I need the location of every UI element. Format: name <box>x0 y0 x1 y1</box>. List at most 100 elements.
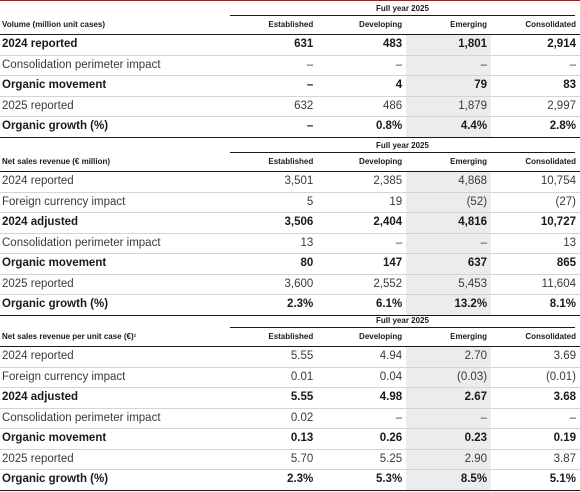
cell: 0.02 <box>232 408 318 429</box>
table-row: 2024 reported 5.55 4.94 2.70 3.69 <box>0 346 580 368</box>
cell: 0.23 <box>406 428 492 450</box>
cell: – <box>232 55 318 76</box>
table-row: 2025 reported 3,600 2,552 5,453 11,604 <box>0 274 580 295</box>
cell: 4.98 <box>317 387 407 409</box>
volume-table: Volume (million unit cases) Established … <box>0 16 580 138</box>
cell: 3,506 <box>232 212 318 234</box>
cell: – <box>317 233 407 254</box>
table-row: Consolidation perimeter impact 13 – – 13 <box>0 233 580 254</box>
cell: 2,914 <box>491 34 580 56</box>
row-label: Foreign currency impact <box>0 367 233 388</box>
top-accent-line <box>0 0 580 1</box>
cell: – <box>317 408 407 429</box>
cell: 0.01 <box>232 367 318 388</box>
row-label: 2024 reported <box>0 171 233 193</box>
cell: 4.4% <box>406 116 492 138</box>
period-underline <box>230 15 575 16</box>
col-emerging: Emerging <box>406 153 492 172</box>
cell: – <box>406 233 492 254</box>
col-established: Established <box>232 328 318 347</box>
cell: 0.19 <box>491 428 580 450</box>
cell: 0.8% <box>317 116 407 138</box>
cell: 637 <box>406 253 492 275</box>
cell: – <box>491 408 580 429</box>
cell: 865 <box>491 253 580 275</box>
table-row: 2024 reported 631 483 1,801 2,914 <box>0 34 580 56</box>
table-row: Organic growth (%) 2.3% 6.1% 13.2% 8.1% <box>0 294 580 316</box>
row-label: Consolidation perimeter impact <box>0 233 233 254</box>
cell: 147 <box>317 253 407 275</box>
revenue-table-block: Full year 2025 Net sales revenue (€ mill… <box>0 139 580 316</box>
cell: 3,600 <box>232 274 318 295</box>
table-row: Consolidation perimeter impact – – – – <box>0 55 580 76</box>
cell: 5,453 <box>406 274 492 295</box>
cell: (0.01) <box>491 367 580 388</box>
cell: (52) <box>406 192 492 213</box>
cell: 80 <box>232 253 318 275</box>
table-row: Organic movement – 4 79 83 <box>0 75 580 97</box>
cell: 8.5% <box>406 469 492 491</box>
cell: 13 <box>232 233 318 254</box>
cell: 6.1% <box>317 294 407 316</box>
cell: 4.94 <box>317 346 407 368</box>
cell: 8.1% <box>491 294 580 316</box>
cell: 0.13 <box>232 428 318 450</box>
period-underline <box>230 327 575 328</box>
cell: – <box>406 55 492 76</box>
row-label: 2025 reported <box>0 96 233 117</box>
period-header: Full year 2025 <box>0 2 580 16</box>
cell: 4,868 <box>406 171 492 193</box>
cell: 2.67 <box>406 387 492 409</box>
cell: 0.26 <box>317 428 407 450</box>
cell: 19 <box>317 192 407 213</box>
cell: 13 <box>491 233 580 254</box>
cell: 1,879 <box>406 96 492 117</box>
table-row: 2024 adjusted 3,506 2,404 4,816 10,727 <box>0 212 580 234</box>
cell: – <box>406 408 492 429</box>
cell: 5.3% <box>317 469 407 491</box>
cell: 10,754 <box>491 171 580 193</box>
table-row: Foreign currency impact 0.01 0.04 (0.03)… <box>0 367 580 388</box>
table-row: Organic movement 80 147 637 865 <box>0 253 580 275</box>
row-label: 2025 reported <box>0 449 233 470</box>
table-row: 2024 reported 3,501 2,385 4,868 10,754 <box>0 171 580 193</box>
cell: 2.70 <box>406 346 492 368</box>
cell: 0.04 <box>317 367 407 388</box>
col-developing: Developing <box>317 328 407 347</box>
table-row: Organic growth (%) 2.3% 5.3% 8.5% 5.1% <box>0 469 580 491</box>
cell: (0.03) <box>406 367 492 388</box>
table-title: Net sales revenue per unit case (€)¹ <box>0 328 233 347</box>
cell: 5.70 <box>232 449 318 470</box>
cell: 632 <box>232 96 318 117</box>
row-label: Organic growth (%) <box>0 294 233 316</box>
table-row: 2025 reported 5.70 5.25 2.90 3.87 <box>0 449 580 470</box>
cell: 631 <box>232 34 318 56</box>
cell: 486 <box>317 96 407 117</box>
row-label: Organic movement <box>0 428 233 450</box>
period-label: Full year 2025 <box>376 141 429 150</box>
row-label: 2024 reported <box>0 346 233 368</box>
revenue-per-case-table-block: Full year 2025 Net sales revenue per uni… <box>0 314 580 491</box>
cell: 11,604 <box>491 274 580 295</box>
col-developing: Developing <box>317 153 407 172</box>
period-label: Full year 2025 <box>376 4 429 13</box>
period-underline <box>230 152 575 153</box>
cell: 5 <box>232 192 318 213</box>
header-row: Volume (million unit cases) Established … <box>0 16 580 35</box>
row-label: Organic growth (%) <box>0 469 233 491</box>
cell: 79 <box>406 75 492 97</box>
row-label: Foreign currency impact <box>0 192 233 213</box>
cell: 1,801 <box>406 34 492 56</box>
header-row: Net sales revenue (€ million) Establishe… <box>0 153 580 172</box>
table-row: 2024 adjusted 5.55 4.98 2.67 3.68 <box>0 387 580 409</box>
col-emerging: Emerging <box>406 328 492 347</box>
cell: 483 <box>317 34 407 56</box>
cell: 3.87 <box>491 449 580 470</box>
table-row: Consolidation perimeter impact 0.02 – – … <box>0 408 580 429</box>
revenue-table: Net sales revenue (€ million) Establishe… <box>0 153 580 316</box>
header-row: Net sales revenue per unit case (€)¹ Est… <box>0 328 580 347</box>
cell: 10,727 <box>491 212 580 234</box>
row-label: 2025 reported <box>0 274 233 295</box>
row-label: Consolidation perimeter impact <box>0 408 233 429</box>
row-label: 2024 adjusted <box>0 212 233 234</box>
